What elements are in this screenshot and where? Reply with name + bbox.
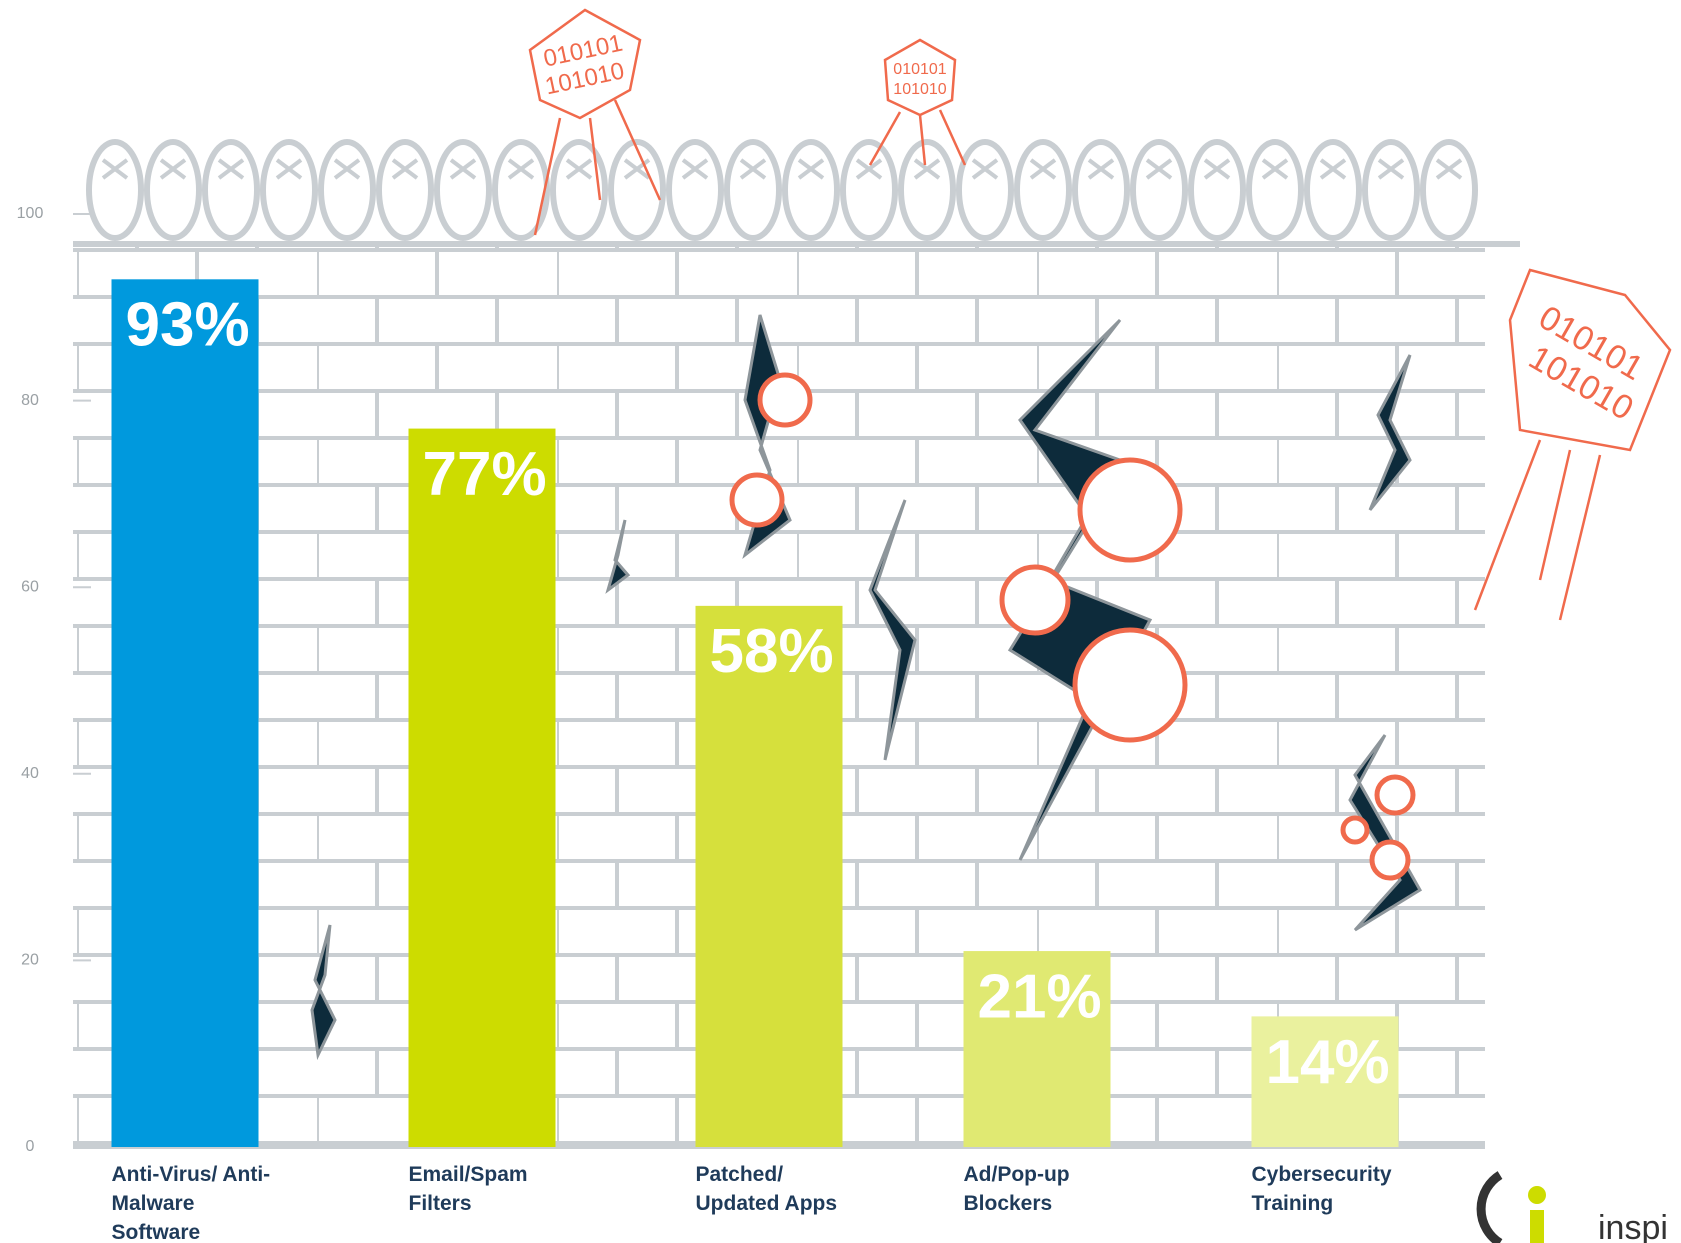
logo-text: inspi xyxy=(1598,1209,1668,1243)
logo-mark xyxy=(1481,1175,1500,1243)
virus-code: 101010 xyxy=(893,81,946,98)
value-label: 93% xyxy=(126,291,250,360)
wire-loop xyxy=(89,142,141,238)
wire-barb xyxy=(451,160,475,178)
wire-barb xyxy=(915,160,939,178)
wire-barb xyxy=(741,160,765,178)
wire-loop xyxy=(1249,142,1301,238)
wire-loop xyxy=(901,142,953,238)
wire-loop xyxy=(727,142,779,238)
bar xyxy=(112,279,259,1147)
wire-barb xyxy=(1205,160,1229,178)
wire-barb xyxy=(103,160,127,178)
wire-barb xyxy=(393,160,417,178)
wire-barb xyxy=(1147,160,1171,178)
wire-barb xyxy=(567,160,591,178)
wire-barb xyxy=(857,160,881,178)
virus-legs xyxy=(1475,440,1600,620)
wire-barb xyxy=(1437,160,1461,178)
logo: inspi xyxy=(1481,1175,1668,1243)
value-label: 58% xyxy=(710,617,834,686)
wire-loop xyxy=(495,142,547,238)
wire-barb xyxy=(1031,160,1055,178)
wire-loop xyxy=(669,142,721,238)
bug xyxy=(1002,567,1068,633)
wire-barb xyxy=(973,160,997,178)
virus-code: 010101 xyxy=(893,61,946,78)
wire-loop xyxy=(1365,142,1417,238)
wire-barb xyxy=(1089,160,1113,178)
wire-barb xyxy=(509,160,533,178)
value-label: 14% xyxy=(1266,1028,1390,1097)
y-tick-label: 60 xyxy=(21,578,39,595)
virus-legs xyxy=(870,110,965,165)
y-tick-label: 40 xyxy=(21,765,39,782)
x-tick-label: Email/Spam Filters xyxy=(409,1160,574,1218)
bug xyxy=(1377,777,1413,813)
bug xyxy=(1075,630,1185,740)
y-tick-label: 20 xyxy=(21,952,39,969)
wire-loop xyxy=(1133,142,1185,238)
bar xyxy=(696,606,843,1147)
bar xyxy=(409,429,556,1147)
chart: 010101 101010 010101 101010 010101 10101… xyxy=(0,0,1681,1243)
y-tick-label: 0 xyxy=(26,1138,35,1155)
wire-barb xyxy=(1263,160,1287,178)
x-tick-label: Anti-Virus/ Anti-Malware Software xyxy=(112,1160,277,1243)
wire-barb xyxy=(799,160,823,178)
wire-loop xyxy=(1017,142,1069,238)
bug xyxy=(1343,818,1367,842)
y-tick-label: 100 xyxy=(17,205,44,222)
x-tick-label: Ad/Pop-up Blockers xyxy=(964,1160,1129,1218)
wire-loop xyxy=(263,142,315,238)
wire-barb xyxy=(161,160,185,178)
wire-loop xyxy=(437,142,489,238)
bug xyxy=(760,375,810,425)
wire-loop xyxy=(843,142,895,238)
wire-loop xyxy=(1191,142,1243,238)
bug xyxy=(732,475,782,525)
wire-loop xyxy=(785,142,837,238)
wire-loop xyxy=(205,142,257,238)
y-tick-label: 80 xyxy=(21,392,39,409)
wire-loop xyxy=(147,142,199,238)
logo-stem xyxy=(1530,1210,1544,1243)
value-label: 77% xyxy=(423,440,547,509)
logo-dot xyxy=(1528,1186,1546,1204)
wire-barb xyxy=(277,160,301,178)
wire-loop xyxy=(1307,142,1359,238)
value-label: 21% xyxy=(978,962,1102,1031)
wire-barb xyxy=(1379,160,1403,178)
wire-loop xyxy=(553,142,605,238)
wire-loop xyxy=(1423,142,1475,238)
x-tick-label: Patched/ Updated Apps xyxy=(696,1160,861,1218)
barbed-wire xyxy=(89,142,1475,238)
wire-barb xyxy=(335,160,359,178)
wire-barb xyxy=(1321,160,1345,178)
wire-barb xyxy=(683,160,707,178)
wire-barb xyxy=(219,160,243,178)
wire-loop xyxy=(379,142,431,238)
page: 010101 101010 010101 101010 010101 10101… xyxy=(0,0,1681,1243)
wire-loop xyxy=(959,142,1011,238)
bug xyxy=(1080,460,1180,560)
wire-loop xyxy=(1075,142,1127,238)
bug xyxy=(1372,842,1408,878)
wire-loop xyxy=(321,142,373,238)
x-tick-label: Cybersecurity Training xyxy=(1252,1160,1417,1218)
